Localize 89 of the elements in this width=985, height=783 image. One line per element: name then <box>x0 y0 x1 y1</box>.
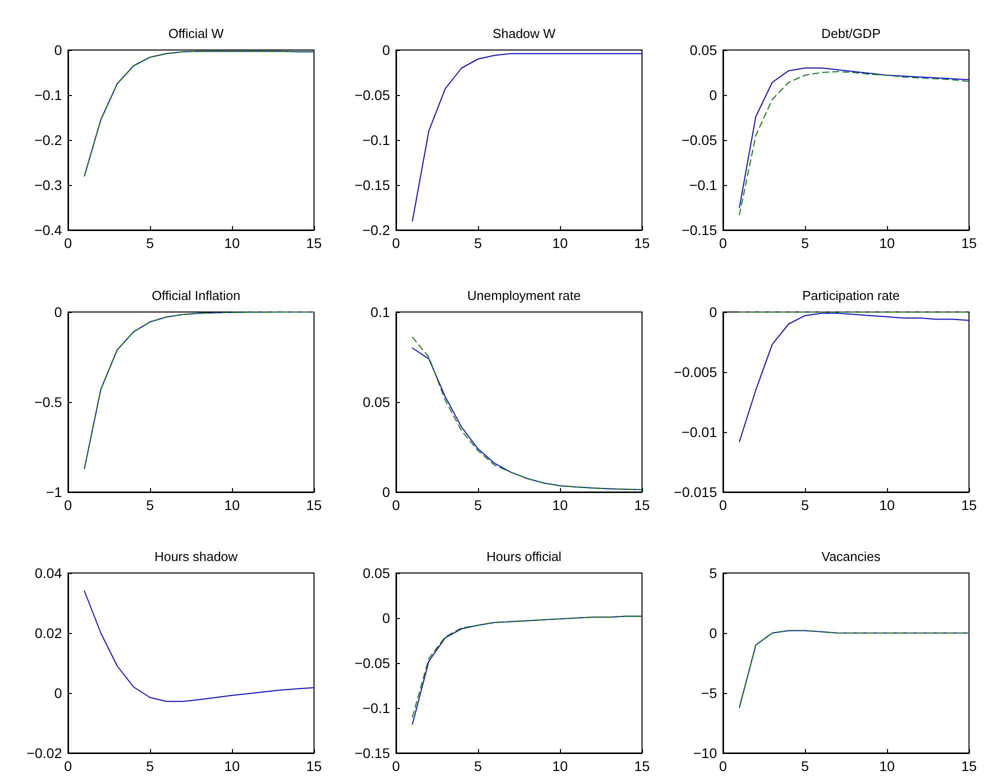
y-tick-label: −0.1 <box>362 132 390 148</box>
y-tick-label: −10 <box>693 745 718 761</box>
chart-title: Unemployment rate <box>467 288 581 303</box>
x-tick-label: 10 <box>224 497 240 513</box>
y-tick-label: −0.15 <box>354 177 390 193</box>
x-tick-label: 5 <box>801 497 810 513</box>
x-tick-label: 5 <box>146 497 154 513</box>
x-tick-label: 15 <box>961 497 977 513</box>
chart-title: Official Inflation <box>152 288 240 303</box>
x-tick-label: 5 <box>146 235 154 251</box>
x-tick-label: 15 <box>634 497 650 513</box>
y-tick-label: −0.005 <box>674 364 718 380</box>
y-tick-label: 0 <box>54 685 62 701</box>
y-tick-label: −0.2 <box>362 222 390 238</box>
chart-title: Debt/GDP <box>821 26 881 41</box>
x-tick-label: 15 <box>306 497 322 513</box>
x-tick-label: 0 <box>719 758 728 774</box>
x-tick-label: 10 <box>879 497 895 513</box>
x-tick-label: 15 <box>634 758 650 774</box>
y-tick-label: −0.05 <box>354 655 390 671</box>
y-tick-label: 5 <box>709 565 718 581</box>
x-tick-label: 10 <box>879 235 895 251</box>
x-tick-label: 5 <box>474 758 482 774</box>
line-series <box>84 50 314 176</box>
y-tick-label: −0.3 <box>34 177 62 193</box>
x-tick-label: 0 <box>719 497 728 513</box>
x-tick-label: 10 <box>552 235 568 251</box>
chart-title: Participation rate <box>802 288 900 303</box>
x-tick-label: 0 <box>64 497 72 513</box>
y-tick-label: 0 <box>709 87 718 103</box>
x-tick-label: 5 <box>801 235 810 251</box>
line-series <box>84 312 314 470</box>
y-tick-label: 0.05 <box>362 394 390 410</box>
y-tick-label: 0 <box>54 304 62 320</box>
x-tick-label: 5 <box>801 758 810 774</box>
y-tick-label: 0 <box>382 610 390 626</box>
x-tick-label: 0 <box>719 235 728 251</box>
y-tick-label: 0.02 <box>34 625 62 641</box>
chart-title: Hours official <box>486 549 562 564</box>
y-tick-label: −0.1 <box>362 700 390 716</box>
y-tick-label: 0.04 <box>34 565 62 581</box>
y-tick-label: −0.1 <box>34 87 62 103</box>
y-tick-label: 0 <box>709 304 718 320</box>
x-tick-label: 5 <box>474 497 482 513</box>
y-tick-label: −0.05 <box>682 132 718 148</box>
y-tick-label: −0.015 <box>674 484 718 500</box>
x-tick-label: 10 <box>552 758 568 774</box>
y-tick-label: 0 <box>382 42 390 58</box>
x-tick-label: 10 <box>552 497 568 513</box>
y-tick-label: −0.05 <box>354 87 390 103</box>
y-tick-label: 0 <box>709 625 718 641</box>
y-tick-label: 0.1 <box>370 304 390 320</box>
y-tick-label: −0.02 <box>26 745 62 761</box>
x-tick-label: 10 <box>224 235 240 251</box>
chart-title: Official W <box>168 26 224 41</box>
x-tick-label: 10 <box>879 758 895 774</box>
x-tick-label: 5 <box>146 758 154 774</box>
x-tick-label: 0 <box>64 758 72 774</box>
y-tick-label: 0.05 <box>690 42 718 58</box>
y-tick-label: −1 <box>46 484 62 500</box>
x-tick-label: 15 <box>306 235 322 251</box>
x-tick-label: 15 <box>306 758 322 774</box>
line-series <box>84 590 314 702</box>
x-tick-label: 15 <box>961 758 977 774</box>
line-series <box>412 53 642 222</box>
x-tick-label: 10 <box>224 758 240 774</box>
line-series <box>738 312 970 442</box>
x-tick-label: 0 <box>392 758 400 774</box>
y-tick-label: −0.2 <box>34 132 62 148</box>
x-tick-label: 0 <box>392 235 400 251</box>
y-tick-label: −0.4 <box>34 222 62 238</box>
chart-title: Vacancies <box>821 549 882 564</box>
x-tick-label: 0 <box>392 497 400 513</box>
y-tick-label: 0 <box>54 42 62 58</box>
y-tick-label: −0.15 <box>682 222 718 238</box>
x-tick-label: 15 <box>961 235 977 251</box>
y-tick-label: 0 <box>382 484 390 500</box>
x-tick-label: 5 <box>474 235 482 251</box>
chart-title: Shadow W <box>492 26 556 41</box>
y-tick-label: −0.15 <box>354 745 390 761</box>
line-series <box>738 630 970 708</box>
y-tick-label: 0.05 <box>362 565 390 581</box>
y-tick-label: −5 <box>701 685 718 701</box>
x-tick-label: 15 <box>634 235 650 251</box>
chart-title: Hours shadow <box>154 549 238 564</box>
y-tick-label: −0.01 <box>682 424 718 440</box>
y-tick-label: −0.1 <box>689 177 718 193</box>
x-tick-label: 0 <box>64 235 72 251</box>
y-tick-label: −0.5 <box>34 394 62 410</box>
